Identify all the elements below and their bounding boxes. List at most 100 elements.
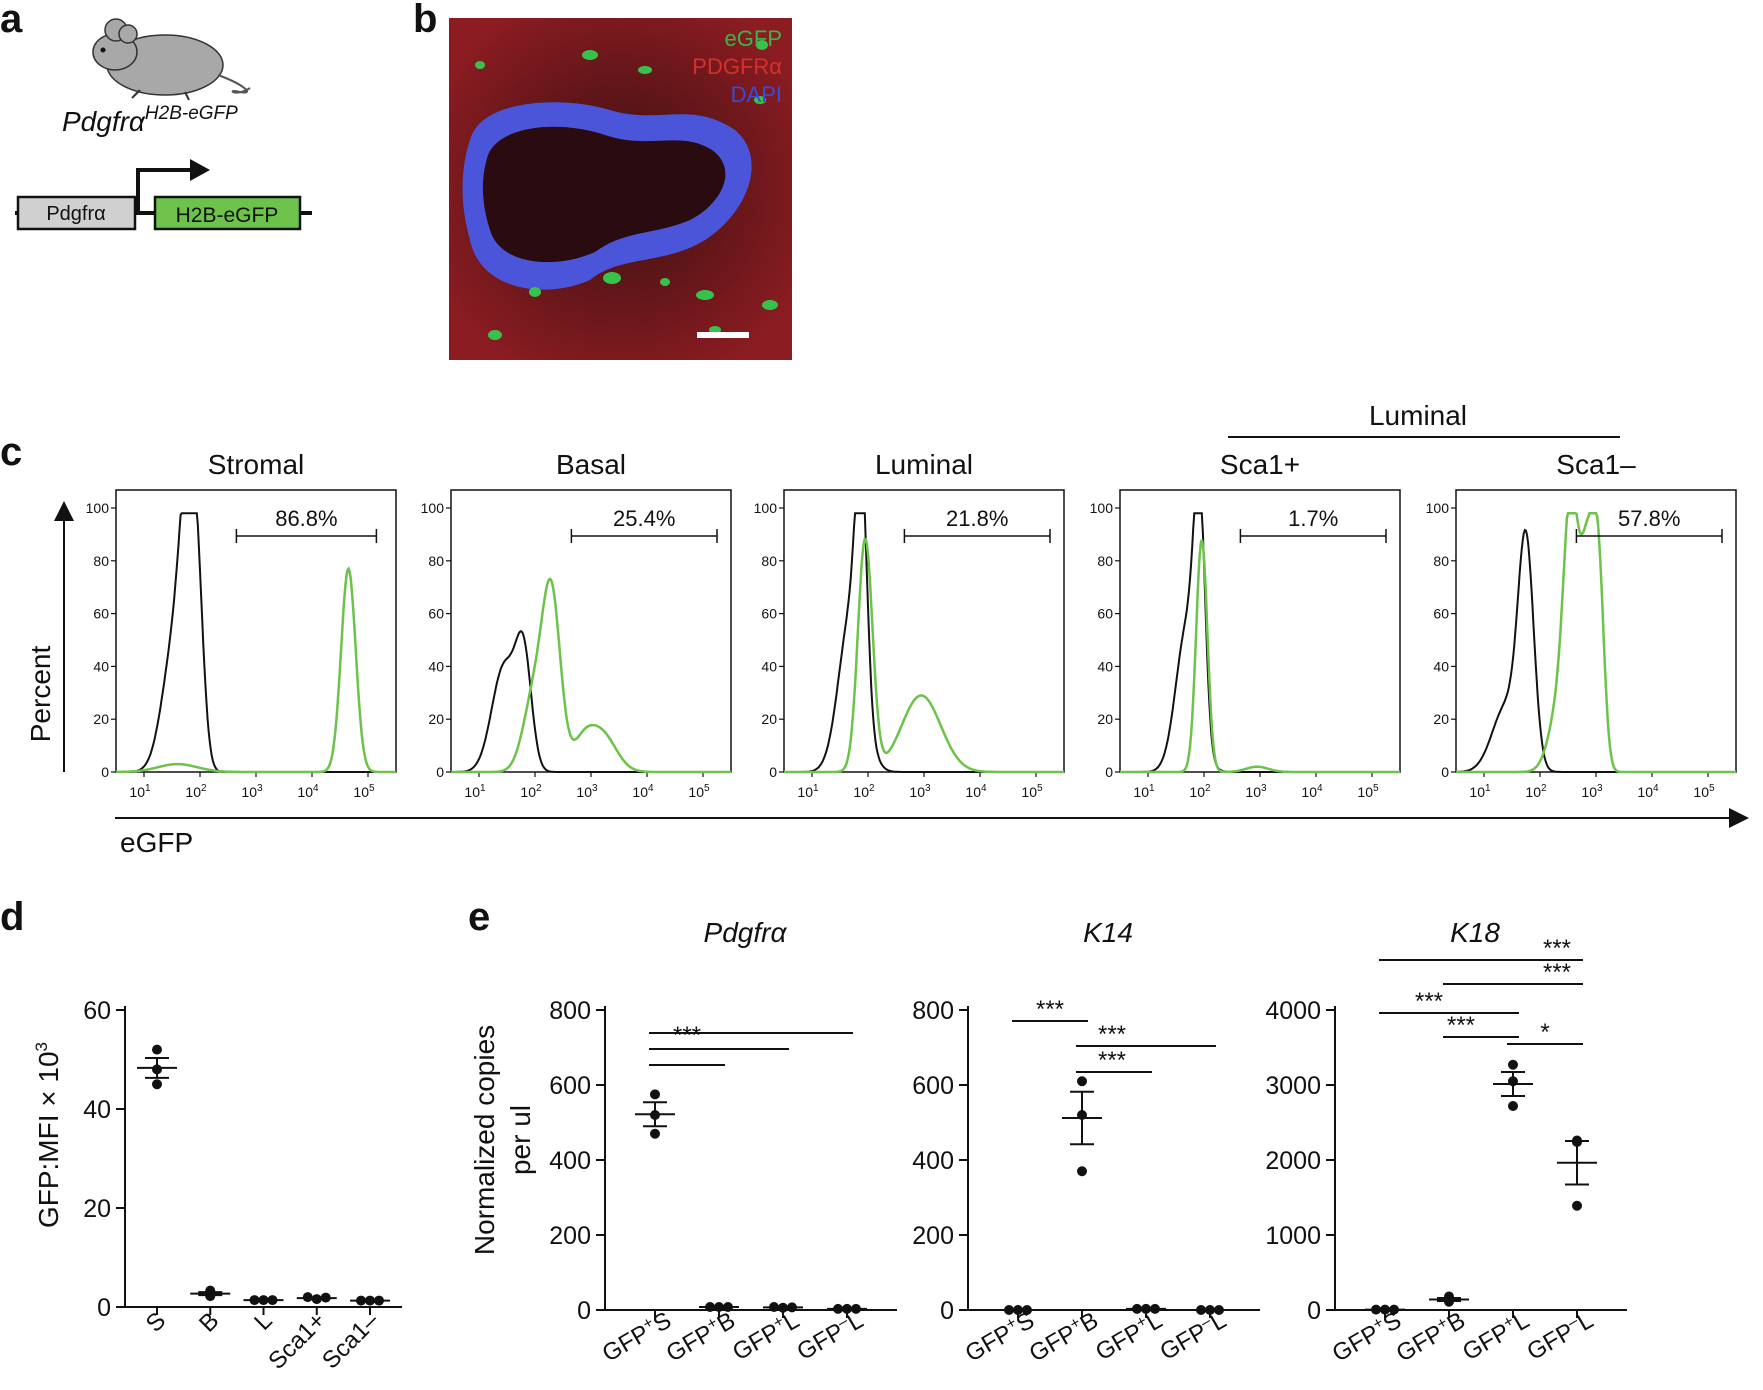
histogram-frame-4	[1455, 489, 1737, 773]
x-tick-label-0: 103	[241, 783, 263, 800]
y-tick-label-0: 80	[93, 553, 109, 569]
panel-e-ylabel-2: per ul	[505, 1105, 536, 1175]
x-tick-label-3: 103	[1245, 783, 1267, 800]
panel-d-y-tick-label: 40	[83, 1096, 111, 1124]
mouse-label: PdgfrαH2B-eGFP	[62, 103, 238, 137]
x-tick-label-2: 101	[797, 783, 819, 800]
panel-e-0-y-tick-label: 200	[549, 1222, 591, 1250]
panel-e-1-y-tick-label: 800	[912, 997, 954, 1025]
panel-e-title-1: K14	[1083, 917, 1133, 948]
panel-e-significance-label: ***	[1447, 1012, 1475, 1039]
x-tick-label-2: 105	[1021, 783, 1043, 800]
panel-d-data-point	[152, 1079, 162, 1090]
panel-e-category-label: GFP+B	[1024, 1306, 1103, 1368]
histogram-frame-1	[450, 489, 732, 773]
x-tick-label-4: 104	[1637, 783, 1659, 800]
panel-e-category-label: GFP–L	[1522, 1306, 1598, 1366]
histogram-title-1: Basal	[556, 449, 626, 480]
panel-c-letter: c	[0, 430, 22, 474]
y-tick-label-4: 20	[1433, 711, 1449, 727]
x-tick-label-0: 104	[297, 783, 319, 800]
histogram-title-4: Sca1–	[1556, 449, 1636, 480]
panel-e-category-label: GFP+L	[728, 1306, 804, 1366]
y-tick-label-1: 80	[428, 553, 444, 569]
panel-e-category-label: GFP+B	[1391, 1306, 1470, 1368]
x-tick-label-4: 101	[1469, 783, 1491, 800]
x-tick-label-1: 102	[520, 783, 542, 800]
y-tick-label-1: 0	[436, 764, 444, 780]
x-tick-label-2: 102	[853, 783, 875, 800]
y-tick-label-3: 60	[1097, 606, 1113, 622]
panel-d-y-tick-label: 20	[83, 1195, 111, 1223]
panel-e-significance-label: ***	[1543, 935, 1571, 962]
egfp-histogram-1	[451, 577, 731, 774]
legend-egfp: eGFP	[725, 26, 782, 51]
x-tick-label-1: 101	[464, 783, 486, 800]
y-tick-label-0: 20	[93, 711, 109, 727]
panel-e-significance-label: *	[1540, 1019, 1549, 1046]
x-tick-label-0: 102	[185, 783, 207, 800]
histogram-group: Stromal 0 20 40 60 80 100 101 102 103 104 105 86.8% B…	[86, 449, 1737, 800]
panel-e-significance-label: ***	[1543, 959, 1571, 986]
egfp-label: eGFP	[120, 827, 193, 858]
panel-e-0-y-tick-label: 600	[549, 1072, 591, 1100]
y-tick-label-4: 100	[1426, 500, 1450, 516]
panel-e-category-label: GFP+S	[597, 1306, 676, 1368]
x-tick-label-2: 104	[965, 783, 987, 800]
panel-e-1-data-point	[1077, 1076, 1087, 1087]
panel-e-2-data-point	[1508, 1101, 1518, 1111]
promoter-label: Pdgfrα	[46, 203, 105, 225]
panel-e-0-data-point	[650, 1128, 660, 1139]
y-tick-label-4: 0	[1441, 764, 1449, 780]
control-histogram-1	[451, 629, 731, 773]
control-histogram-0	[116, 512, 396, 773]
panel-e-category-label: GFP+S	[960, 1306, 1039, 1368]
percent-label: Percent	[25, 646, 56, 743]
panel-e-1-y-tick-label: 600	[912, 1072, 954, 1100]
x-tick-label-1: 104	[632, 783, 654, 800]
y-tick-label-2: 0	[769, 764, 777, 780]
luminal-group-label: Luminal	[1369, 400, 1467, 431]
y-tick-label-2: 100	[754, 500, 778, 516]
panel-e-2-y-tick-label: 0	[1307, 1297, 1321, 1325]
y-tick-label-3: 80	[1097, 553, 1113, 569]
panel-b-letter: b	[413, 0, 437, 41]
egfp-histogram-4	[1456, 512, 1736, 774]
panel-e-2-y-tick-label: 4000	[1265, 997, 1321, 1025]
panel-e-category-label: GFP+L	[1091, 1306, 1167, 1366]
panel-e-2-y-tick-label: 3000	[1265, 1072, 1321, 1100]
y-tick-label-1: 20	[428, 711, 444, 727]
panel-e-2-y-tick-label: 1000	[1265, 1222, 1321, 1250]
panel-d-category-label: B	[194, 1307, 224, 1337]
gate-percent-3: 1.7%	[1288, 506, 1338, 531]
panel-e-2-data-point	[1508, 1059, 1518, 1070]
x-tick-label-4: 105	[1693, 783, 1715, 800]
panel-d-y-tick-label: 0	[97, 1294, 111, 1322]
gene-construct	[15, 159, 312, 231]
mouse-icon	[92, 18, 251, 101]
panel-e-0-y-tick-label: 800	[549, 997, 591, 1025]
panel-d-letter: d	[0, 895, 24, 939]
panel-e-0-y-tick-label: 0	[577, 1297, 591, 1325]
panel-e-title-2: K18	[1450, 917, 1500, 948]
scale-bar	[697, 332, 749, 338]
y-tick-label-4: 80	[1433, 553, 1449, 569]
egfp-histogram-3	[1120, 539, 1400, 774]
panel-e-1-data-point	[1077, 1166, 1087, 1177]
panel-e-category-label: GFP–L	[1155, 1306, 1231, 1366]
panel-e-letter: e	[468, 895, 490, 939]
x-tick-label-3: 104	[1301, 783, 1323, 800]
histogram-title-2: Luminal	[875, 449, 973, 480]
y-tick-label-3: 100	[1090, 500, 1114, 516]
y-tick-label-3: 0	[1105, 764, 1113, 780]
control-histogram-2	[784, 512, 1064, 773]
x-tick-label-3: 105	[1357, 783, 1379, 800]
gate-percent-1: 25.4%	[613, 506, 675, 531]
x-tick-label-1: 105	[688, 783, 710, 800]
panel-e-2-data-point	[1572, 1200, 1582, 1211]
y-tick-label-0: 0	[101, 764, 109, 780]
y-tick-label-1: 100	[421, 500, 445, 516]
panel-e-significance-label: ***	[1098, 1047, 1126, 1074]
panel-e-significance-label: ***	[673, 1022, 701, 1049]
